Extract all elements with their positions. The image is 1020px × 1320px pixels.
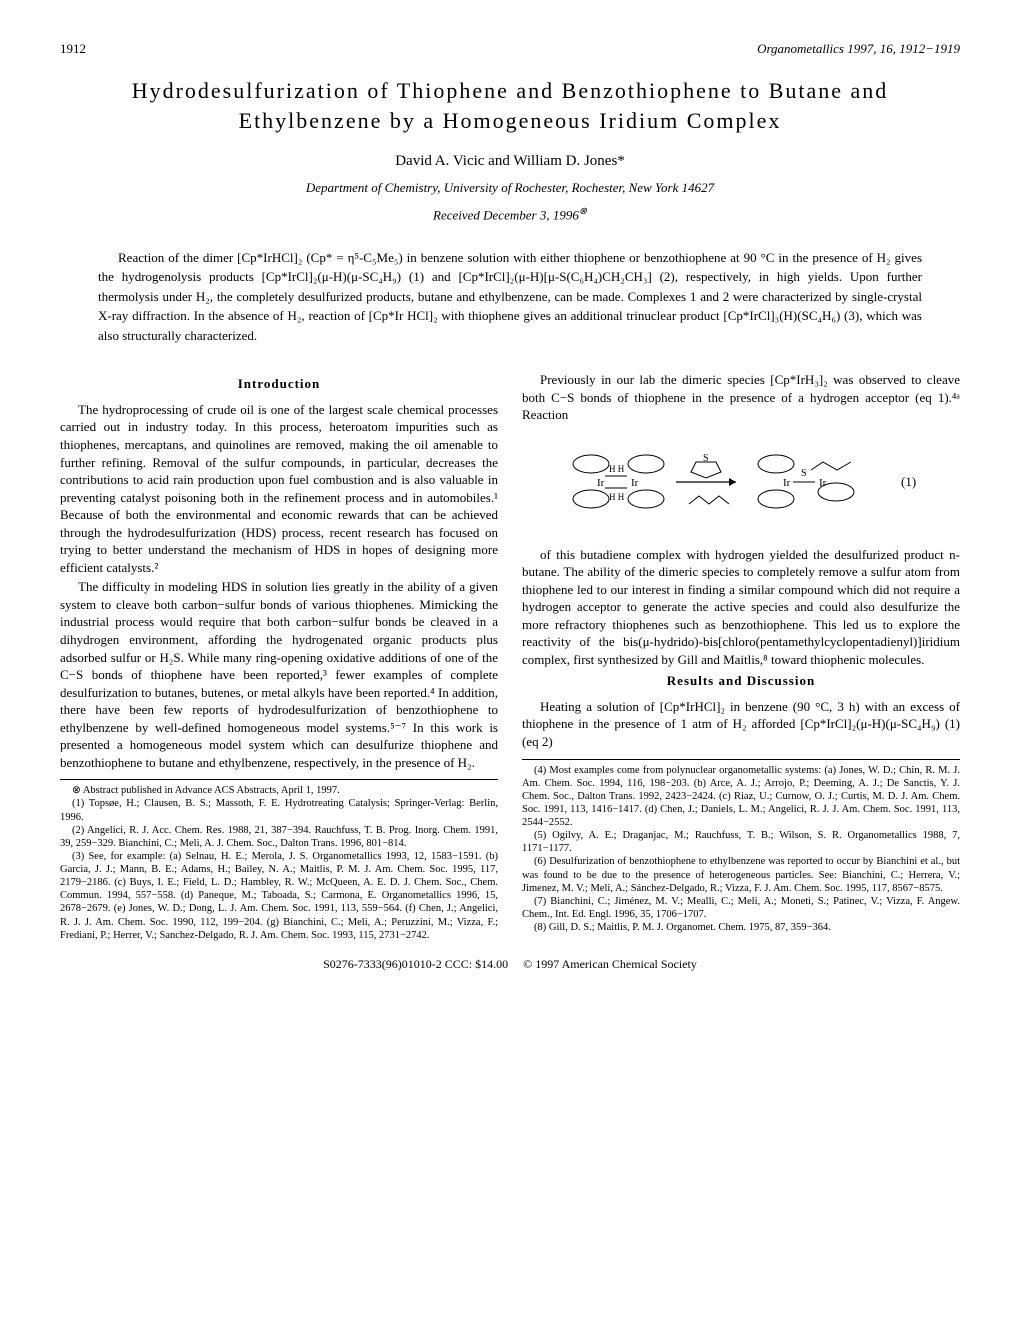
footnote: (1) Topsøe, H.; Clausen, B. S.; Massoth,… (60, 797, 498, 823)
svg-text:S: S (703, 453, 709, 464)
footnote: ⊗ Abstract published in Advance ACS Abst… (60, 784, 498, 797)
page-number: 1912 (60, 40, 86, 58)
footnote: (4) Most examples come from polynuclear … (522, 764, 960, 830)
right-paragraph-1: Previously in our lab the dimeric specie… (522, 371, 960, 424)
section-heading-results: Results and Discussion (522, 672, 960, 690)
results-paragraph-1: Heating a solution of [Cp*IrHCl]₂ in ben… (522, 698, 960, 751)
copyright: © 1997 American Chemical Society (523, 957, 697, 971)
footnote: (5) Ogilvy, A. E.; Draganjac, M.; Rauchf… (522, 829, 960, 855)
section-heading-intro: Introduction (60, 375, 498, 393)
abstract-text: Reaction of the dimer [Cp*IrHCl]₂ (Cp* =… (98, 248, 922, 346)
ccc-code: S0276-7333(96)01010-2 CCC: $14.00 (323, 957, 508, 971)
footnotes-right: (4) Most examples come from polynuclear … (522, 759, 960, 935)
svg-text:Ir: Ir (597, 477, 605, 489)
page-footer: S0276-7333(96)01010-2 CCC: $14.00 © 1997… (60, 956, 960, 972)
authors: David A. Vicic and William D. Jones* (60, 151, 960, 171)
right-paragraph-2: of this butadiene complex with hydrogen … (522, 546, 960, 669)
footnotes-left: ⊗ Abstract published in Advance ACS Abst… (60, 779, 498, 942)
equation-1-figure: Ir Ir H H H H S Ir Ir S (522, 434, 960, 534)
svg-text:H H: H H (609, 464, 625, 474)
svg-text:Ir: Ir (783, 477, 791, 489)
affiliation: Department of Chemistry, University of R… (60, 179, 960, 197)
right-column: Previously in our lab the dimeric specie… (522, 371, 960, 942)
journal-ref: Organometallics 1997, 16, 1912−1919 (757, 40, 960, 58)
left-column: Introduction The hydroprocessing of crud… (60, 371, 498, 942)
abstract: Reaction of the dimer [Cp*IrHCl]₂ (Cp* =… (98, 248, 922, 346)
reaction-scheme-icon: Ir Ir H H H H S Ir Ir S (561, 434, 921, 529)
article-title: Hydrodesulfurization of Thiophene and Be… (90, 76, 930, 138)
footnote: (3) See, for example: (a) Selnau, H. E.;… (60, 850, 498, 942)
equation-label: (1) (901, 474, 916, 489)
footnote: (8) Gill, D. S.; Maitlis, P. M. J. Organ… (522, 921, 960, 934)
svg-text:S: S (801, 468, 807, 479)
intro-paragraph-1: The hydroprocessing of crude oil is one … (60, 401, 498, 576)
svg-text:Ir: Ir (631, 477, 639, 489)
two-column-body: Introduction The hydroprocessing of crud… (60, 371, 960, 942)
footnote: (6) Desulfurization of benzothiophene to… (522, 855, 960, 894)
footnote: (7) Bianchini, C.; Jiménez, M. V.; Meall… (522, 895, 960, 921)
svg-text:H H: H H (609, 492, 625, 502)
intro-paragraph-2: The difficulty in modeling HDS in soluti… (60, 578, 498, 771)
footnote: (2) Angelici, R. J. Acc. Chem. Res. 1988… (60, 824, 498, 850)
received-line: Received December 3, 1996⊗ (60, 205, 960, 224)
running-header: 1912 Organometallics 1997, 16, 1912−1919 (60, 40, 960, 58)
